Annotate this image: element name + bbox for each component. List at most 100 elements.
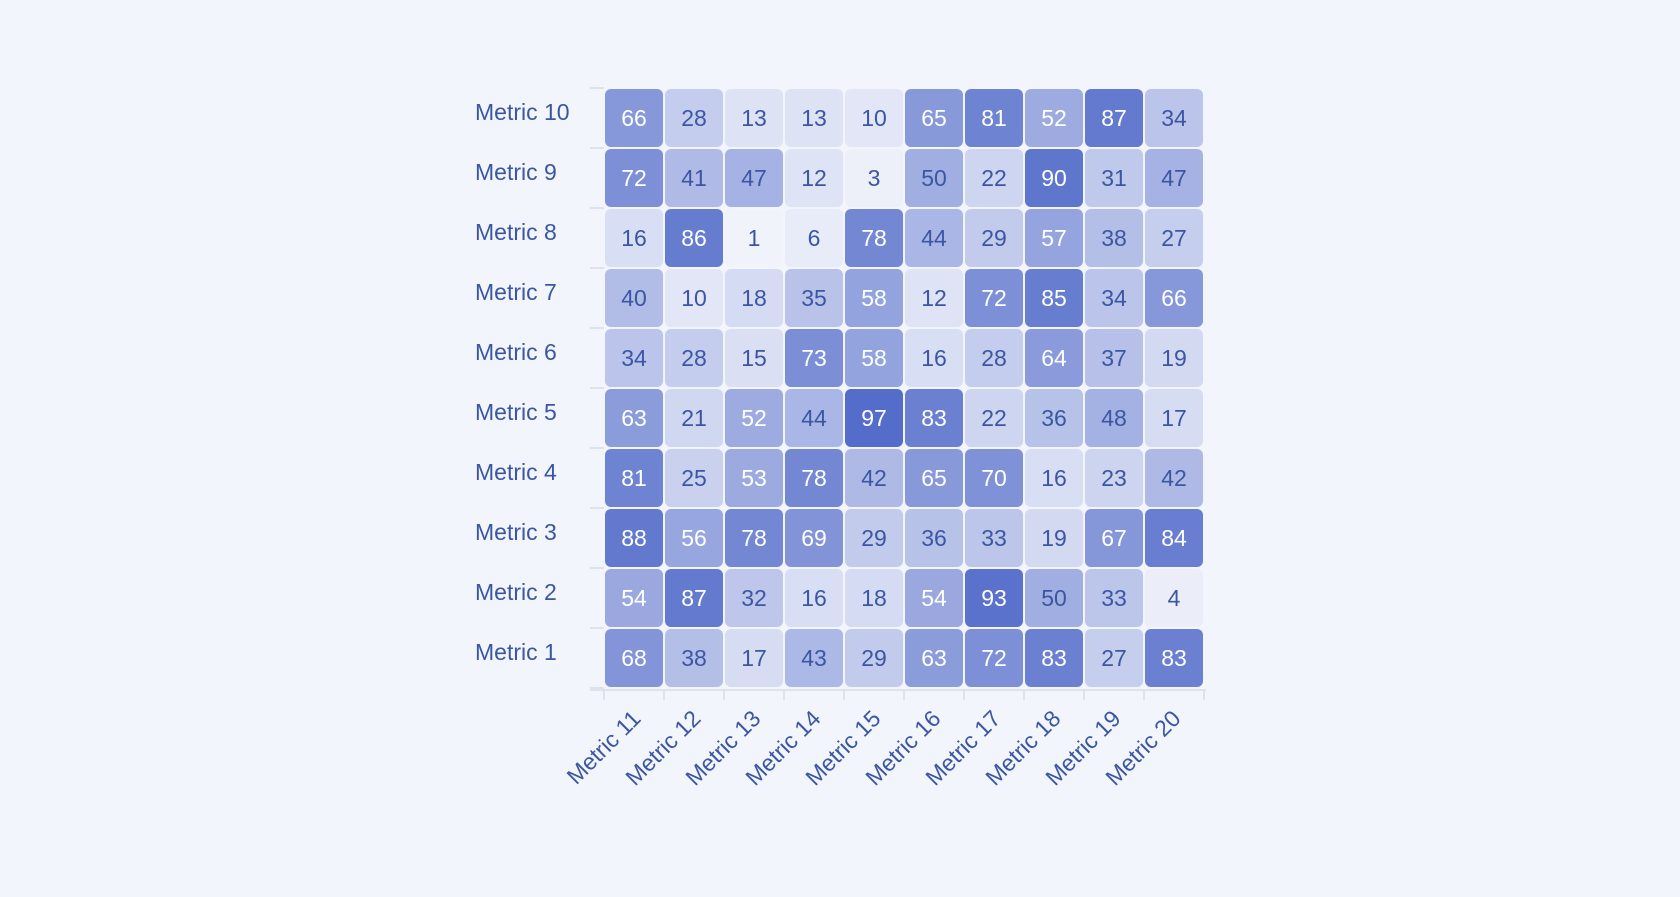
y-axis-label: Metric 2 [475,579,557,605]
heatmap-cell [905,209,963,267]
heatmap-cell [605,329,663,387]
heatmap-cell [1085,209,1143,267]
heatmap-cell [1025,389,1083,447]
cell-value-label: 17 [1161,405,1187,431]
heatmap-cell [1085,329,1143,387]
heatmap-cell [1145,89,1203,147]
heatmap-cell [905,509,963,567]
cell-value-label: 64 [1041,345,1067,371]
cell-value-label: 22 [981,165,1007,191]
heatmap-cell [785,329,843,387]
heatmap-cell [1085,509,1143,567]
cell-value-label: 72 [621,165,647,191]
heatmap-cell [1145,149,1203,207]
y-axis-label: Metric 3 [475,519,557,545]
cell-value-label: 6 [808,225,821,251]
cell-value-label: 53 [741,465,767,491]
heatmap-cell [845,509,903,567]
heatmap-cell [1085,149,1143,207]
cell-value-label: 22 [981,405,1007,431]
cell-value-label: 65 [921,465,947,491]
heatmap-cell [845,89,903,147]
y-axis-label: Metric 4 [475,459,557,485]
cell-value-label: 36 [921,525,947,551]
cell-value-label: 13 [801,105,827,131]
heatmap-cell [905,389,963,447]
heatmap-cell [725,569,783,627]
heatmap-cell [965,149,1023,207]
heatmap-cell [1025,149,1083,207]
cell-value-label: 16 [621,225,647,251]
cell-value-label: 23 [1101,465,1127,491]
heatmap-cell [965,629,1023,687]
y-axis-label: Metric 10 [475,99,570,125]
cell-value-label: 41 [681,165,707,191]
heatmap-cell [1145,629,1203,687]
cell-value-label: 32 [741,585,767,611]
y-axis-label: Metric 5 [475,399,557,425]
cell-value-label: 10 [861,105,887,131]
heatmap-cell [725,269,783,327]
cell-value-label: 83 [1041,645,1067,671]
heatmap-cell [965,389,1023,447]
cell-value-label: 50 [1041,585,1067,611]
heatmap-cell [1145,329,1203,387]
cell-value-label: 44 [801,405,827,431]
heatmap-cell [785,569,843,627]
heatmap-cell [905,569,963,627]
heatmap-cell [965,89,1023,147]
cell-value-label: 72 [981,285,1007,311]
heatmap-cell [845,389,903,447]
heatmap-cell [725,449,783,507]
heatmap-cell [665,209,723,267]
cell-value-label: 4 [1168,585,1181,611]
cell-value-label: 56 [681,525,707,551]
cell-value-label: 16 [801,585,827,611]
cell-value-label: 58 [861,285,887,311]
cell-value-label: 36 [1041,405,1067,431]
cell-value-label: 38 [681,645,707,671]
cell-value-label: 28 [981,345,1007,371]
heatmap-cell [845,149,903,207]
chart-axes [590,87,1206,700]
heatmap-cell [725,329,783,387]
cell-value-label: 18 [861,585,887,611]
y-axis-label: Metric 1 [475,639,557,665]
cell-value-label: 97 [861,405,887,431]
heatmap-cell [965,509,1023,567]
heatmap-cell [665,269,723,327]
heatmap-cell [965,329,1023,387]
heatmap-cell [665,89,723,147]
cell-value-label: 17 [741,645,767,671]
cell-value-label: 93 [981,585,1007,611]
cell-value-label: 88 [621,525,647,551]
heatmap-cell [605,449,663,507]
cell-value-label: 42 [861,465,887,491]
heatmap-cell [965,269,1023,327]
heatmap-cell [665,449,723,507]
cell-value-label: 52 [741,405,767,431]
cell-value-label: 29 [861,645,887,671]
cell-value-label: 34 [1161,105,1187,131]
heatmap-cell [965,449,1023,507]
y-axis-label: Metric 8 [475,219,557,245]
cell-value-label: 57 [1041,225,1067,251]
cell-value-label: 27 [1101,645,1127,671]
cell-value-label: 33 [1101,585,1127,611]
cell-value-label: 3 [868,165,881,191]
cell-value-label: 81 [981,105,1007,131]
heatmap-cell [785,389,843,447]
heatmap-cell [1145,449,1203,507]
heatmap-cell [905,89,963,147]
heatmap-cell [1085,89,1143,147]
cell-value-label: 40 [621,285,647,311]
heatmap-cell [785,149,843,207]
heatmap-cell [845,629,903,687]
heatmap-cell [845,329,903,387]
cell-value-label: 21 [681,405,707,431]
cell-value-label: 16 [1041,465,1067,491]
heatmap-cell [1145,569,1203,627]
heatmap-cell [725,149,783,207]
